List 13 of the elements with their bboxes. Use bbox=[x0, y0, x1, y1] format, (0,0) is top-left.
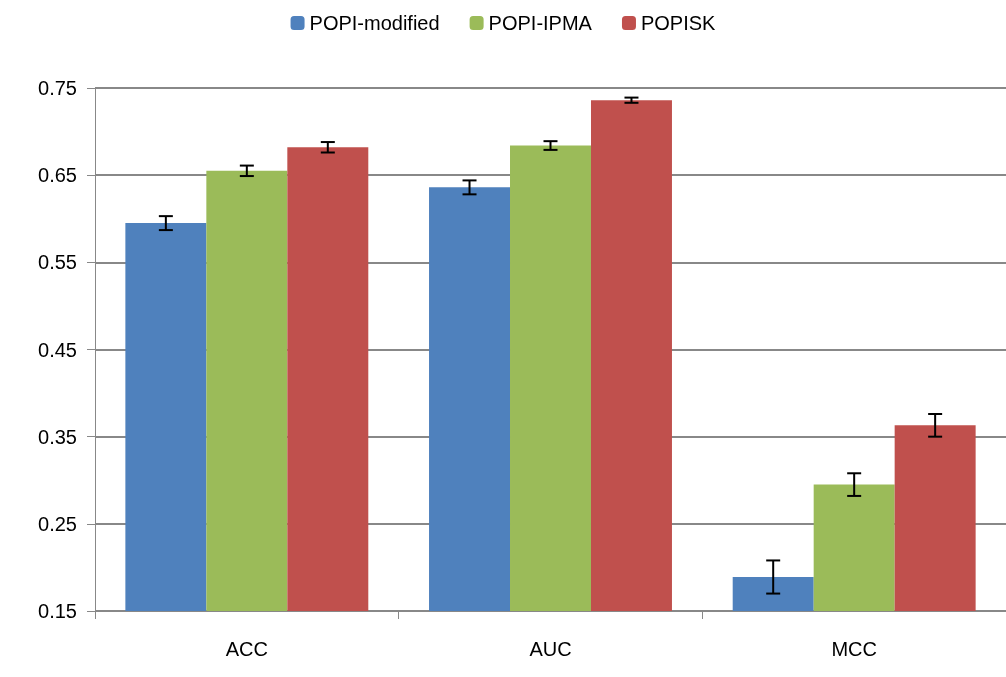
y-tick-label: 0.45 bbox=[38, 338, 77, 361]
y-tick-label: 0.25 bbox=[38, 512, 77, 535]
y-tick-label: 0.35 bbox=[38, 425, 77, 448]
legend-label: POPI-modified bbox=[309, 12, 440, 34]
y-tick-label: 0.65 bbox=[38, 164, 77, 187]
legend-label: POPI-IPMA bbox=[488, 12, 593, 34]
x-tick-label: AUC bbox=[529, 638, 572, 660]
legend-label: POPISK bbox=[640, 12, 717, 34]
x-tick-label: MCC bbox=[831, 638, 877, 660]
y-tick-label: 0.55 bbox=[38, 251, 77, 274]
x-tick-label: ACC bbox=[225, 638, 268, 660]
y-tick-label: 0.75 bbox=[38, 77, 77, 99]
y-tick-label: 0.15 bbox=[38, 600, 77, 622]
